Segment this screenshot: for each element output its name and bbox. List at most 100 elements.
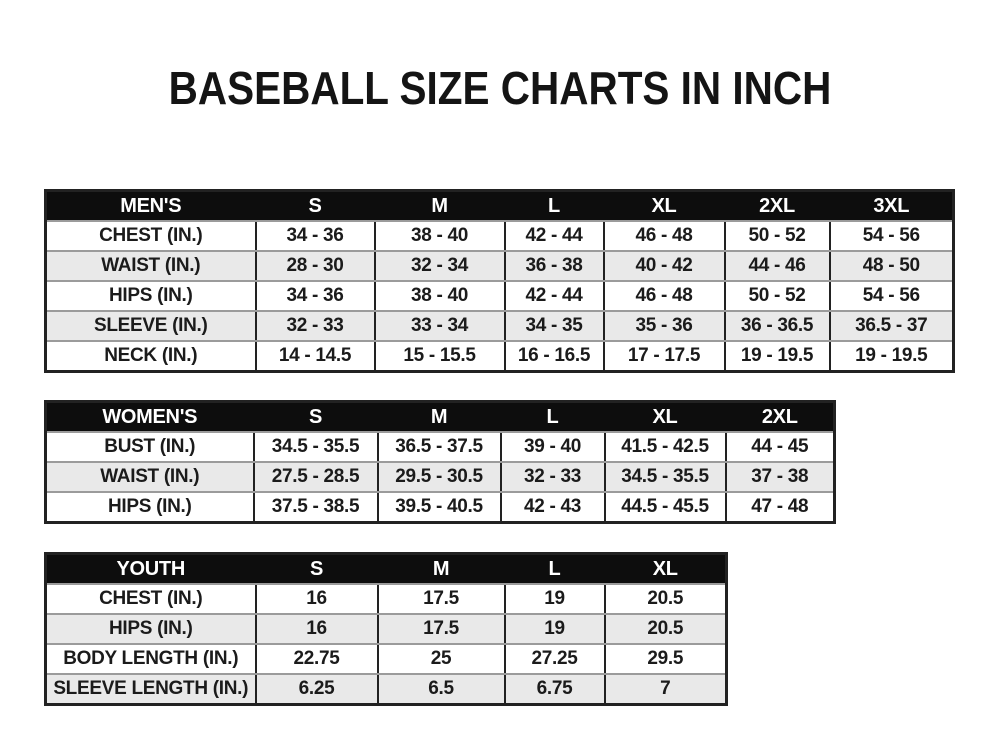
size-value-cell: 16 - 16.5 [503,340,605,373]
table-row: CHEST (IN.) 16 17.5 19 20.5 [44,583,728,615]
size-value-cell: 39.5 - 40.5 [376,491,502,524]
size-column-header: XL [603,552,728,585]
size-value-cell: 50 - 52 [723,280,831,312]
size-value-cell: 27.5 - 28.5 [252,461,379,493]
size-value-cell: 48 - 50 [828,250,955,282]
table-row: BODY LENGTH (IN.) 22.75 25 27.25 29.5 [44,643,728,675]
mens-size-table: MEN'S S M L XL 2XL 3XL CHEST (IN.) 34 - … [44,189,955,373]
size-column-header: XL [602,189,726,222]
size-value-cell: 19 - 19.5 [723,340,831,373]
size-value-cell: 37.5 - 38.5 [252,491,379,524]
mens-group-header: MEN'S [44,189,257,222]
womens-size-table: WOMEN'S S M L XL 2XL BUST (IN.) 34.5 - 3… [44,400,836,524]
size-value-cell: 46 - 48 [602,280,726,312]
size-value-cell: 42 - 43 [499,491,606,524]
size-value-cell: 54 - 56 [828,220,955,252]
size-column-header: L [503,189,605,222]
size-value-cell: 6.5 [376,673,506,706]
measurement-label-cell: SLEEVE LENGTH (IN.) [44,673,257,706]
size-value-cell: 29.5 [603,643,728,675]
table-row: HIPS (IN.) 16 17.5 19 20.5 [44,613,728,645]
size-value-cell: 6.75 [503,673,606,706]
size-value-cell: 20.5 [603,613,728,645]
youth-header-row: YOUTH S M L XL [44,552,728,585]
size-value-cell: 25 [376,643,506,675]
size-value-cell: 34 - 36 [254,280,376,312]
size-value-cell: 19 [503,613,606,645]
size-value-cell: 32 - 33 [254,310,376,342]
size-value-cell: 20.5 [603,583,728,615]
womens-header-row: WOMEN'S S M L XL 2XL [44,400,836,433]
measurement-label-cell: BUST (IN.) [44,431,255,463]
size-value-cell: 44 - 45 [724,431,836,463]
size-value-cell: 50 - 52 [723,220,831,252]
size-value-cell: 17.5 [376,613,506,645]
measurement-label-cell: CHEST (IN.) [44,583,257,615]
size-value-cell: 36 - 36.5 [723,310,831,342]
measurement-label-cell: SLEEVE (IN.) [44,310,257,342]
size-value-cell: 16 [254,583,379,615]
size-value-cell: 40 - 42 [602,250,726,282]
size-column-header: S [254,189,376,222]
size-value-cell: 34 - 35 [503,310,605,342]
measurement-label-cell: WAIST (IN.) [44,461,255,493]
size-value-cell: 54 - 56 [828,280,955,312]
size-column-header: M [373,189,506,222]
measurement-label-cell: NECK (IN.) [44,340,257,373]
table-row: CHEST (IN.) 34 - 36 38 - 40 42 - 44 46 -… [44,220,955,252]
size-value-cell: 36 - 38 [503,250,605,282]
size-column-header: L [503,552,606,585]
mens-header-row: MEN'S S M L XL 2XL 3XL [44,189,955,222]
size-column-header: M [376,552,506,585]
size-value-cell: 39 - 40 [499,431,606,463]
size-value-cell: 17 - 17.5 [602,340,726,373]
table-row: BUST (IN.) 34.5 - 35.5 36.5 - 37.5 39 - … [44,431,836,463]
size-value-cell: 34.5 - 35.5 [603,461,727,493]
size-value-cell: 42 - 44 [503,220,605,252]
size-column-header: L [499,400,606,433]
size-value-cell: 38 - 40 [373,280,506,312]
measurement-label-cell: HIPS (IN.) [44,491,255,524]
womens-group-header: WOMEN'S [44,400,255,433]
size-column-header: 3XL [828,189,955,222]
size-column-header: 2XL [724,400,836,433]
size-value-cell: 41.5 - 42.5 [603,431,727,463]
size-value-cell: 16 [254,613,379,645]
size-column-header: XL [603,400,727,433]
size-value-cell: 33 - 34 [373,310,506,342]
table-row: HIPS (IN.) 37.5 - 38.5 39.5 - 40.5 42 - … [44,491,836,524]
measurement-label-cell: HIPS (IN.) [44,613,257,645]
size-value-cell: 36.5 - 37 [828,310,955,342]
size-value-cell: 19 - 19.5 [828,340,955,373]
measurement-label-cell: CHEST (IN.) [44,220,257,252]
size-value-cell: 37 - 38 [724,461,836,493]
size-value-cell: 36.5 - 37.5 [376,431,502,463]
table-row: SLEEVE (IN.) 32 - 33 33 - 34 34 - 35 35 … [44,310,955,342]
size-value-cell: 32 - 33 [499,461,606,493]
size-value-cell: 15 - 15.5 [373,340,506,373]
size-value-cell: 22.75 [254,643,379,675]
size-value-cell: 35 - 36 [602,310,726,342]
size-value-cell: 28 - 30 [254,250,376,282]
size-value-cell: 6.25 [254,673,379,706]
measurement-label-cell: WAIST (IN.) [44,250,257,282]
youth-size-table: YOUTH S M L XL CHEST (IN.) 16 17.5 19 20… [44,552,728,706]
size-column-header: S [252,400,379,433]
table-row: SLEEVE LENGTH (IN.) 6.25 6.5 6.75 7 [44,673,728,706]
size-column-header: S [254,552,379,585]
size-column-header: 2XL [723,189,831,222]
size-value-cell: 32 - 34 [373,250,506,282]
size-value-cell: 17.5 [376,583,506,615]
size-value-cell: 27.25 [503,643,606,675]
size-value-cell: 46 - 48 [602,220,726,252]
size-value-cell: 29.5 - 30.5 [376,461,502,493]
table-row: WAIST (IN.) 27.5 - 28.5 29.5 - 30.5 32 -… [44,461,836,493]
measurement-label-cell: BODY LENGTH (IN.) [44,643,257,675]
measurement-label-cell: HIPS (IN.) [44,280,257,312]
size-column-header: M [376,400,502,433]
size-value-cell: 44.5 - 45.5 [603,491,727,524]
youth-group-header: YOUTH [44,552,257,585]
size-value-cell: 14 - 14.5 [254,340,376,373]
page-title: BASEBALL SIZE CHARTS IN INCH [168,62,832,114]
table-row: NECK (IN.) 14 - 14.5 15 - 15.5 16 - 16.5… [44,340,955,373]
